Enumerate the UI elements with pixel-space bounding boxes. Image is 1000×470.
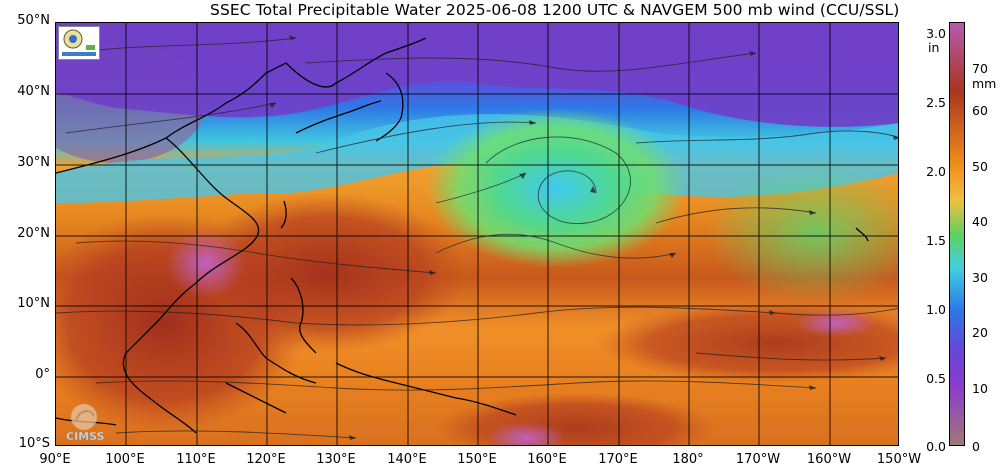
lon-label-160e: 160°E	[527, 452, 567, 467]
colorbar-in-tick: 3.0	[926, 26, 946, 41]
colorbar-mm-tick: 40	[972, 214, 988, 229]
colorbar-mm-tick: 50	[972, 159, 988, 174]
colorbar-mm-tick: 20	[972, 325, 988, 340]
colorbar-mm-tick: 60	[972, 103, 988, 118]
colorbar-in-tick: 1.5	[926, 233, 946, 248]
low-pressure-swirl	[426, 108, 686, 268]
colorbar-mm-tick: 0	[972, 439, 980, 454]
pink-patch	[166, 228, 246, 298]
lat-label-50n: 50°N	[17, 13, 50, 28]
lon-label-120e: 120°E	[246, 452, 286, 467]
colorbar-mm-tick: 70	[972, 61, 988, 76]
wind-streamlines	[56, 37, 898, 439]
graticule	[56, 23, 898, 445]
colorbar	[949, 22, 965, 446]
lon-label-160w: 160°W	[806, 452, 852, 467]
colorbar-in-tick: 2.5	[926, 95, 946, 110]
colorbar-mm-tick: 10	[972, 381, 988, 396]
lon-label-90e: 90°E	[39, 452, 71, 467]
coastlines	[56, 37, 869, 434]
lat-label-20n: 20°N	[17, 226, 50, 241]
tpw-map-canvas	[56, 23, 898, 445]
colorbar-in-tick: 0.0	[926, 439, 946, 454]
colorbar-in-tick: 1.0	[926, 302, 946, 317]
cimss-logo: CIMSS	[58, 400, 130, 444]
colorbar-in-tick: 2.0	[926, 164, 946, 179]
lon-label-100e: 100°E	[105, 452, 145, 467]
lon-label-130e: 130°E	[316, 452, 356, 467]
colorbar-mm-tick: 30	[972, 270, 988, 285]
svg-text:CIMSS: CIMSS	[66, 430, 105, 443]
lat-label-10n: 10°N	[17, 296, 50, 311]
pink-patch	[486, 422, 566, 445]
lon-label-150e: 150°E	[457, 452, 497, 467]
lon-label-110e: 110°E	[176, 452, 216, 467]
lon-label-170w: 170°W	[735, 452, 781, 467]
colorbar-unit-mm: mm	[972, 76, 997, 91]
colorbar-in-tick: 0.5	[926, 371, 946, 386]
moist-region-philippine	[186, 193, 466, 353]
lat-label-equator: 0°	[35, 367, 50, 382]
ssec-logo	[58, 26, 100, 60]
lat-label-30n: 30°N	[17, 155, 50, 170]
ssec-logo-icon	[62, 29, 96, 56]
lon-label-170e: 170°E	[598, 452, 638, 467]
lon-label-140e: 140°E	[387, 452, 427, 467]
lat-label-10s: 10°S	[18, 436, 50, 451]
pink-patch	[796, 309, 876, 337]
map-title: SSEC Total Precipitable Water 2025-06-08…	[210, 1, 900, 19]
lat-label-40n: 40°N	[17, 84, 50, 99]
tpw-map	[55, 22, 899, 446]
lon-label-150w: 150°W	[876, 452, 922, 467]
cimss-logo-icon: CIMSS	[66, 404, 105, 443]
colorbar-unit-in: in	[928, 40, 940, 55]
green-region	[706, 163, 898, 303]
wind-arrowheads	[269, 35, 898, 440]
lon-label-180: 180°	[672, 452, 704, 467]
